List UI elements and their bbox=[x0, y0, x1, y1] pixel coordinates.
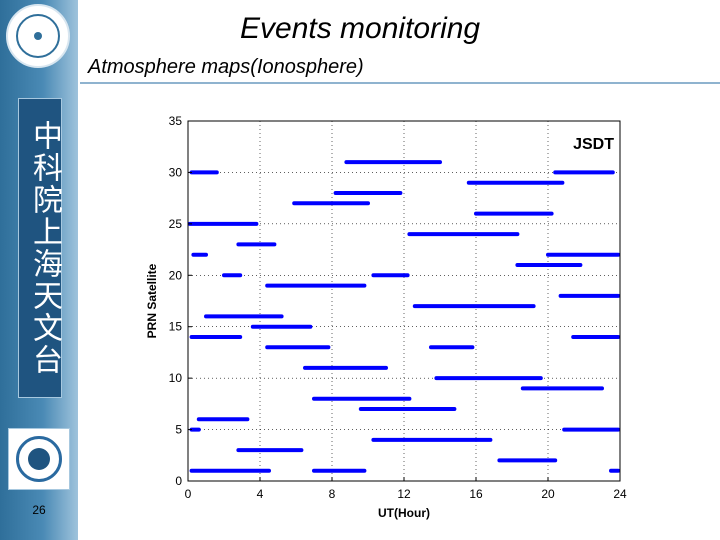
y-axis-label: PRN Satellite bbox=[145, 263, 159, 338]
x-tick-label: 24 bbox=[613, 487, 627, 501]
cas-logo bbox=[6, 4, 70, 68]
title-divider bbox=[80, 82, 720, 84]
observatory-badge bbox=[8, 428, 70, 490]
y-tick-label: 30 bbox=[169, 165, 183, 179]
y-tick-label: 5 bbox=[175, 423, 182, 437]
badge-dot bbox=[28, 448, 50, 470]
x-tick-label: 0 bbox=[185, 487, 192, 501]
slide-subtitle: Atmosphere maps(Ionosphere) bbox=[88, 56, 364, 78]
slide-title: Events monitoring bbox=[240, 12, 481, 45]
organization-label: 中科院上海天文台 bbox=[18, 98, 62, 398]
logo-core bbox=[34, 32, 42, 40]
badge-ring bbox=[16, 436, 62, 482]
axis-ticks: 0 4 8 12 16 20 24 0 5 10 15 20 25 30 35 bbox=[169, 114, 627, 501]
y-tick-label: 10 bbox=[169, 371, 183, 385]
y-tick-label: 35 bbox=[169, 114, 183, 128]
x-tick-label: 16 bbox=[469, 487, 483, 501]
x-tick-label: 8 bbox=[329, 487, 336, 501]
satellite-tracks bbox=[187, 160, 621, 473]
sidebar: 中科院上海天文台 26 bbox=[0, 0, 78, 540]
y-tick-label: 20 bbox=[169, 268, 183, 282]
y-tick-label: 25 bbox=[169, 217, 183, 231]
x-axis-label: UT(Hour) bbox=[378, 506, 430, 520]
x-tick-label: 20 bbox=[541, 487, 555, 501]
page-number: 26 bbox=[32, 503, 46, 517]
chart-annotation: JSDT bbox=[573, 136, 614, 153]
x-tick-label: 12 bbox=[397, 487, 411, 501]
y-tick-label: 15 bbox=[169, 320, 183, 334]
x-tick-label: 4 bbox=[257, 487, 264, 501]
y-tick-label: 0 bbox=[175, 474, 182, 488]
logo-ring bbox=[16, 14, 60, 58]
